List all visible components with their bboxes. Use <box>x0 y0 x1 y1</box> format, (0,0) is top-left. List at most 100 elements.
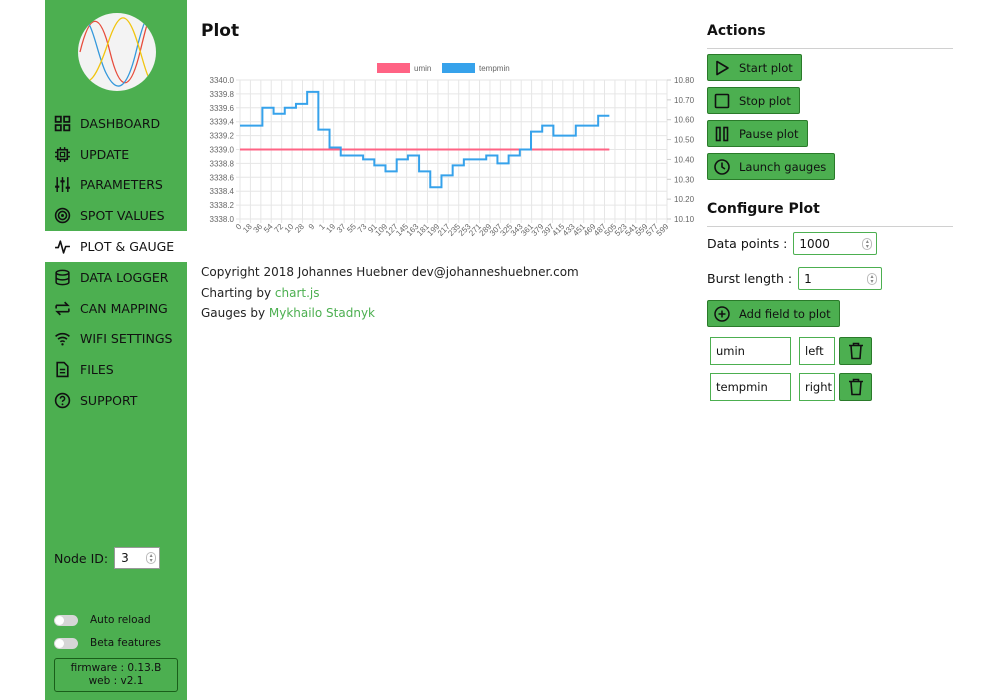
sidebar-item-plot-gauge[interactable]: PLOT & GAUGE <box>45 231 187 262</box>
plot-field-axis: right <box>805 380 833 394</box>
sidebar-item-dashboard[interactable]: DASHBOARD <box>45 108 187 139</box>
stepper-icon[interactable]: ▴ ▾ <box>146 552 157 564</box>
plot-field-name-input[interactable]: umin <box>710 337 791 365</box>
trash-icon <box>848 342 863 360</box>
plot-chart-svg: 3340.0 3339.8 3339.6 3339.4 3339.2 3339.0 3338… <box>210 63 695 238</box>
y-right-tick-label: 10.20 <box>674 195 695 204</box>
burst-length-value: 1 <box>804 271 812 286</box>
y-left-tick-label: 3338.0 <box>210 215 235 224</box>
sidebar-item-wifi-settings[interactable]: WIFI SETTINGS <box>45 324 187 355</box>
data-points-label: Data points : <box>707 236 788 251</box>
stepper-icon[interactable]: ▴ ▾ <box>862 237 873 250</box>
auto-reload-toggle[interactable] <box>54 614 78 626</box>
wifi-icon <box>54 330 71 347</box>
remove-field-button[interactable] <box>839 373 872 401</box>
auto-reload-label: Auto reload <box>90 614 151 626</box>
firmware-version: firmware : 0.13.B <box>70 662 162 674</box>
credits: Copyright 2018 Johannes Huebner dev@joha… <box>201 262 579 324</box>
chip-icon <box>54 146 71 163</box>
sidebar-item-spot-values[interactable]: SPOT VALUES <box>45 200 187 231</box>
pause-plot-button[interactable]: Pause plot <box>707 120 808 147</box>
launch-gauges-button[interactable]: Launch gauges <box>707 153 836 180</box>
sidebar-item-support[interactable]: SUPPORT <box>45 385 187 416</box>
legend-swatch-tempmin <box>442 63 475 73</box>
sidebar-item-label: SPOT VALUES <box>80 208 165 224</box>
trash-icon <box>848 378 863 396</box>
y-right-tick-label: 10.80 <box>674 76 695 85</box>
stop-icon <box>713 92 731 110</box>
configure-plot-title: Configure Plot <box>707 201 820 217</box>
plot-field-name: tempmin <box>716 380 768 394</box>
database-icon <box>54 269 71 286</box>
y-left-tick-label: 3338.2 <box>210 201 235 210</box>
series-line-tempmin <box>240 90 610 189</box>
stepper-icon[interactable]: ▴ ▾ <box>867 272 878 285</box>
sidebar-item-can-mapping[interactable]: CAN MAPPING <box>45 293 187 324</box>
beta-features-label: Beta features <box>90 637 161 649</box>
sidebar-item-label: PLOT & GAUGE <box>80 239 175 255</box>
pause-plot-label: Pause plot <box>739 126 799 141</box>
sidebar-item-label: CAN MAPPING <box>80 300 168 316</box>
web-version: web : v2.1 <box>88 675 144 687</box>
chartjs-link[interactable]: chart.js <box>274 285 320 300</box>
plus-circle-icon <box>713 305 731 323</box>
node-id-value: 3 <box>121 551 129 565</box>
gauges-author-link[interactable]: Mykhailo Stadnyk <box>268 306 375 320</box>
burst-length-row: Burst length : 1 ▴ ▾ <box>707 267 883 290</box>
play-icon <box>713 59 731 77</box>
stop-plot-label: Stop plot <box>739 93 791 108</box>
x-tick-label: 9 <box>307 222 317 232</box>
sidebar-item-label: FILES <box>80 362 114 378</box>
swap-icon <box>54 300 71 317</box>
auto-reload-row: Auto reload <box>54 614 151 626</box>
sidebar: DASHBOARD UPDATE PARAMETERS SPOT VALUES … <box>45 0 187 700</box>
data-points-row: Data points : 1000 ▴ ▾ <box>707 232 878 255</box>
y-left-tick-label: 3338.4 <box>210 187 235 196</box>
data-points-input[interactable]: 1000 ▴ ▾ <box>793 232 878 255</box>
sidebar-item-files[interactable]: FILES <box>45 354 187 385</box>
plot-field-name-input[interactable]: tempmin <box>710 373 791 401</box>
y-left-tick-label: 3340.0 <box>210 76 235 85</box>
plot-field-axis-select[interactable]: left <box>799 337 835 365</box>
help-icon <box>54 392 71 409</box>
node-id-control: Node ID: 3 ▴ ▾ <box>54 547 161 569</box>
y-right-tick-label: 10.40 <box>674 155 695 164</box>
sidebar-item-label: UPDATE <box>80 146 130 162</box>
y-left-tick-label: 3338.6 <box>210 173 235 182</box>
sidebar-item-update[interactable]: UPDATE <box>45 139 187 170</box>
add-field-button[interactable]: Add field to plot <box>707 300 840 327</box>
legend-swatch-umin <box>377 63 410 73</box>
legend-label-tempmin: tempmin <box>479 64 510 73</box>
y-right-tick-label: 10.10 <box>674 215 695 224</box>
sidebar-item-parameters[interactable]: PARAMETERS <box>45 170 187 201</box>
plot-field-axis: left <box>805 344 824 358</box>
charting-prefix: Charting by <box>201 285 275 300</box>
beta-features-row: Beta features <box>54 637 161 649</box>
version-box: firmware : 0.13.B web : v2.1 <box>54 658 178 692</box>
launch-gauges-label: Launch gauges <box>739 159 827 174</box>
x-tick-label: 0 <box>234 222 244 232</box>
legend-label-umin: umin <box>414 64 431 73</box>
start-plot-button[interactable]: Start plot <box>707 54 802 81</box>
app-logo <box>78 13 156 91</box>
gauges-credit: Gauges by Mykhailo Stadnyk <box>201 303 579 324</box>
target-icon <box>54 207 71 224</box>
node-id-input[interactable]: 3 ▴ ▾ <box>114 547 161 569</box>
sidebar-item-label: DATA LOGGER <box>80 269 169 285</box>
sidebar-item-data-logger[interactable]: DATA LOGGER <box>45 262 187 293</box>
y-left-tick-label: 3338.8 <box>210 159 235 168</box>
y-left-tick-label: 3339.0 <box>210 146 235 155</box>
stop-plot-button[interactable]: Stop plot <box>707 87 800 114</box>
y-left-tick-label: 3339.2 <box>210 132 235 141</box>
charting-credit: Charting by chart.js <box>201 283 579 304</box>
plot-field-axis-select[interactable]: right <box>799 373 835 401</box>
beta-features-toggle[interactable] <box>54 637 78 649</box>
y-left-tick-label: 3339.6 <box>210 104 235 113</box>
actions-divider <box>707 48 953 49</box>
plot-field-name: umin <box>716 344 745 358</box>
sidebar-item-label: WIFI SETTINGS <box>80 331 173 347</box>
add-field-label: Add field to plot <box>739 306 831 321</box>
pause-icon <box>713 125 731 143</box>
remove-field-button[interactable] <box>839 337 872 365</box>
burst-length-input[interactable]: 1 ▴ ▾ <box>798 267 883 290</box>
